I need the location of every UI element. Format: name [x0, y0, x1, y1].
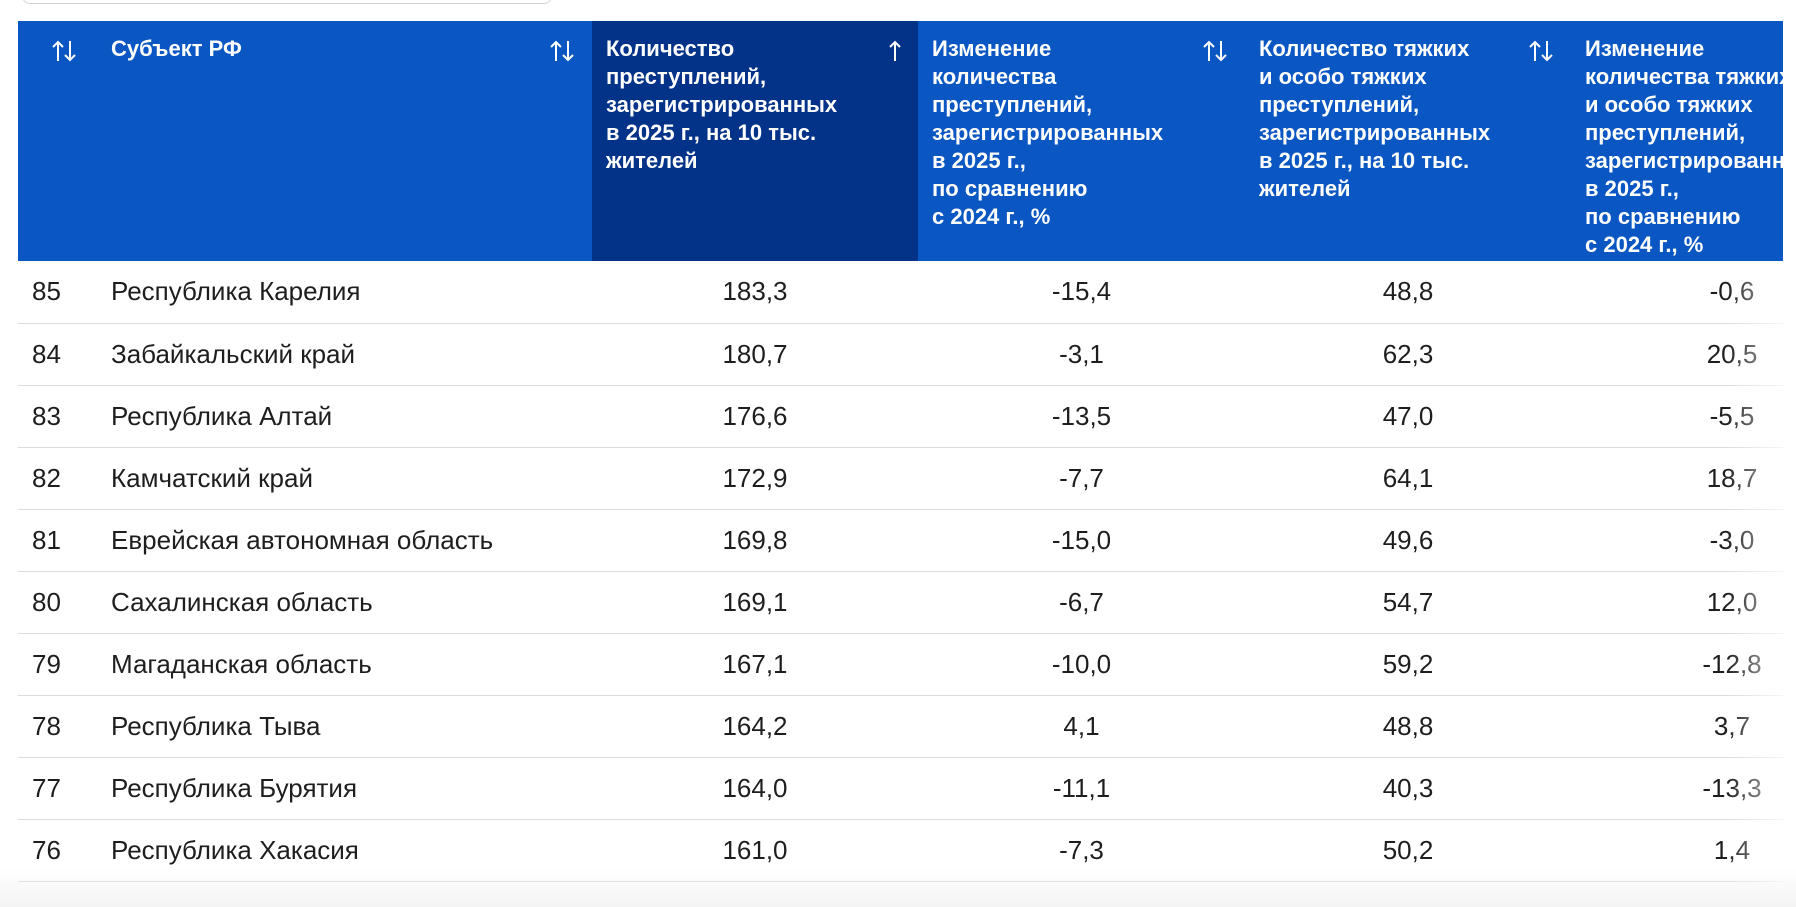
value-cell: 1,4: [1571, 819, 1783, 882]
value-cell: 161,0: [592, 819, 918, 882]
value-cell: 176,6: [592, 385, 918, 448]
column-header[interactable]: Изменение количества тяжких и особо тяжк…: [1571, 21, 1783, 261]
region-cell: Еврейская автономная область: [97, 509, 592, 572]
region-cell: Магаданская область: [97, 633, 592, 696]
value-cell: 164,0: [592, 757, 918, 820]
value-cell: -11,1: [918, 757, 1245, 820]
table: Субъект РФ Количество преступлений, зарег…: [18, 21, 1783, 882]
column-header[interactable]: [18, 21, 97, 261]
value-cell: 50,2: [1245, 819, 1571, 882]
value-cell: 169,1: [592, 571, 918, 634]
table-row: 79 Магаданская область 167,1 -10,0 59,2 -12,8: [18, 633, 1783, 696]
value-cell: 48,8: [1245, 261, 1571, 324]
column-header[interactable]: Количество тяжких и особо тяжких преступ…: [1245, 21, 1571, 261]
column-title: Количество тяжких и особо тяжких преступ…: [1259, 36, 1491, 201]
table-row: 84 Забайкальский край 180,7 -3,1 62,3 20,5: [18, 323, 1783, 386]
value-cell: 49,6: [1245, 509, 1571, 572]
value-cell: -6,7: [918, 571, 1245, 634]
value-cell: -13,5: [918, 385, 1245, 448]
value-cell: -3,1: [918, 323, 1245, 386]
column-title: Изменение количества тяжких и особо тяжк…: [1585, 36, 1783, 257]
rank-cell: 77: [18, 757, 97, 820]
value-cell: 172,9: [592, 447, 918, 510]
value-cell: -0,6: [1571, 261, 1783, 324]
value-cell: 18,7: [1571, 447, 1783, 510]
sort-icon[interactable]: [1201, 39, 1229, 63]
value-cell: -13,3: [1571, 757, 1783, 820]
table-row: 78 Республика Тыва 164,2 4,1 48,8 3,7: [18, 695, 1783, 758]
column-title: Изменение количества преступлений, зарег…: [932, 36, 1164, 229]
value-cell: 180,7: [592, 323, 918, 386]
table-row: 81 Еврейская автономная область 169,8 -15,0…: [18, 509, 1783, 572]
value-cell: -7,3: [918, 819, 1245, 882]
search-box[interactable]: [22, 0, 552, 4]
value-cell: 164,2: [592, 695, 918, 758]
table-row: 83 Республика Алтай 176,6 -13,5 47,0 -5,5: [18, 385, 1783, 448]
rank-cell: 81: [18, 509, 97, 572]
region-cell: Сахалинская область: [97, 571, 592, 634]
value-cell: 47,0: [1245, 385, 1571, 448]
value-cell: -12,8: [1571, 633, 1783, 696]
table-body: 85 Республика Карелия 183,3 -15,4 48,8 -0,6 84…: [18, 261, 1783, 882]
sort-icon[interactable]: [888, 39, 902, 63]
value-cell: 169,8: [592, 509, 918, 572]
rank-cell: 78: [18, 695, 97, 758]
value-cell: 54,7: [1245, 571, 1571, 634]
value-cell: 64,1: [1245, 447, 1571, 510]
column-header[interactable]: Количество преступлений, зарегистрирован…: [592, 21, 918, 261]
rank-cell: 82: [18, 447, 97, 510]
region-cell: Республика Тыва: [97, 695, 592, 758]
rank-cell: 80: [18, 571, 97, 634]
table-row: 80 Сахалинская область 169,1 -6,7 54,7 12,0: [18, 571, 1783, 634]
value-cell: -3,0: [1571, 509, 1783, 572]
value-cell: 48,8: [1245, 695, 1571, 758]
region-cell: Республика Бурятия: [97, 757, 592, 820]
value-cell: -15,4: [918, 261, 1245, 324]
rank-cell: 85: [18, 261, 97, 324]
rank-cell: 83: [18, 385, 97, 448]
rank-cell: 79: [18, 633, 97, 696]
region-cell: Республика Алтай: [97, 385, 592, 448]
column-title: Количество преступлений, зарегистрирован…: [606, 36, 838, 173]
value-cell: -15,0: [918, 509, 1245, 572]
region-cell: Республика Хакасия: [97, 819, 592, 882]
rank-cell: 84: [18, 323, 97, 386]
value-cell: 40,3: [1245, 757, 1571, 820]
value-cell: 59,2: [1245, 633, 1571, 696]
value-cell: 183,3: [592, 261, 918, 324]
value-cell: 3,7: [1571, 695, 1783, 758]
table-container: Субъект РФ Количество преступлений, зарег…: [18, 21, 1783, 897]
table-row: 82 Камчатский край 172,9 -7,7 64,1 18,7: [18, 447, 1783, 510]
value-cell: -10,0: [918, 633, 1245, 696]
value-cell: 62,3: [1245, 323, 1571, 386]
value-cell: 20,5: [1571, 323, 1783, 386]
table-row: 77 Республика Бурятия 164,0 -11,1 40,3 -13,3: [18, 757, 1783, 820]
value-cell: -5,5: [1571, 385, 1783, 448]
rank-cell: 76: [18, 819, 97, 882]
table-row: 85 Республика Карелия 183,3 -15,4 48,8 -0,6: [18, 261, 1783, 324]
sort-icon[interactable]: [50, 39, 78, 63]
value-cell: 12,0: [1571, 571, 1783, 634]
sort-icon[interactable]: [548, 39, 576, 63]
value-cell: 4,1: [918, 695, 1245, 758]
region-cell: Забайкальский край: [97, 323, 592, 386]
header-row: Субъект РФ Количество преступлений, зарег…: [18, 21, 1783, 261]
value-cell: -7,7: [918, 447, 1245, 510]
table-row: 76 Республика Хакасия 161,0 -7,3 50,2 1,4: [18, 819, 1783, 882]
column-header[interactable]: Изменение количества преступлений, зарег…: [918, 21, 1245, 261]
region-cell: Республика Карелия: [97, 261, 592, 324]
sort-icon[interactable]: [1527, 39, 1555, 63]
column-header[interactable]: Субъект РФ: [97, 21, 592, 261]
value-cell: 167,1: [592, 633, 918, 696]
column-title: Субъект РФ: [111, 36, 242, 61]
region-cell: Камчатский край: [97, 447, 592, 510]
